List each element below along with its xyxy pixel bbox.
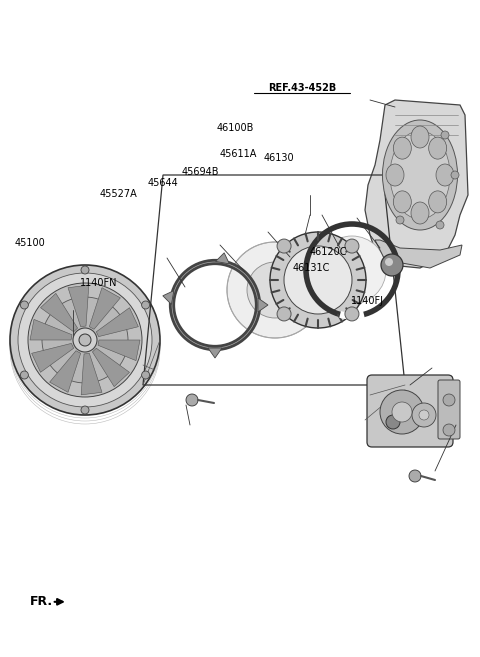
Circle shape xyxy=(419,410,429,420)
Circle shape xyxy=(380,390,424,434)
Polygon shape xyxy=(32,344,73,373)
Circle shape xyxy=(392,402,412,422)
Circle shape xyxy=(386,415,400,429)
Polygon shape xyxy=(258,298,268,312)
Circle shape xyxy=(20,301,28,309)
Circle shape xyxy=(381,254,403,276)
Ellipse shape xyxy=(383,120,457,230)
Ellipse shape xyxy=(386,164,404,186)
Circle shape xyxy=(142,301,150,309)
Circle shape xyxy=(396,216,404,224)
Polygon shape xyxy=(365,100,468,268)
Polygon shape xyxy=(49,351,81,392)
Ellipse shape xyxy=(429,191,447,213)
Text: 45694B: 45694B xyxy=(182,167,219,177)
Polygon shape xyxy=(30,319,72,340)
Polygon shape xyxy=(98,340,140,361)
Circle shape xyxy=(18,273,152,407)
Circle shape xyxy=(443,424,455,436)
Text: 45644: 45644 xyxy=(148,177,179,188)
Polygon shape xyxy=(216,253,229,264)
Circle shape xyxy=(443,394,455,406)
FancyBboxPatch shape xyxy=(438,380,460,439)
Text: 45527A: 45527A xyxy=(100,189,137,199)
Polygon shape xyxy=(375,240,462,268)
Circle shape xyxy=(284,246,352,314)
Ellipse shape xyxy=(393,137,411,159)
Text: 46131C: 46131C xyxy=(292,263,330,273)
Circle shape xyxy=(409,470,421,482)
Circle shape xyxy=(345,239,359,253)
Circle shape xyxy=(20,371,28,379)
Circle shape xyxy=(277,239,291,253)
Circle shape xyxy=(385,258,393,266)
Circle shape xyxy=(42,297,128,383)
Circle shape xyxy=(73,328,97,352)
Ellipse shape xyxy=(429,137,447,159)
Text: 46120C: 46120C xyxy=(310,246,348,257)
Polygon shape xyxy=(163,290,174,304)
Polygon shape xyxy=(68,285,89,327)
Circle shape xyxy=(441,131,449,139)
Ellipse shape xyxy=(390,131,450,219)
Polygon shape xyxy=(89,288,120,329)
Circle shape xyxy=(345,307,359,321)
Circle shape xyxy=(247,262,303,318)
Text: 45100: 45100 xyxy=(14,238,45,248)
Polygon shape xyxy=(40,294,78,332)
Circle shape xyxy=(270,232,366,328)
Ellipse shape xyxy=(411,126,429,148)
Circle shape xyxy=(412,403,436,427)
Circle shape xyxy=(10,265,160,415)
Ellipse shape xyxy=(436,164,454,186)
Polygon shape xyxy=(93,348,130,386)
Circle shape xyxy=(277,307,291,321)
FancyBboxPatch shape xyxy=(367,375,453,447)
Text: FR.: FR. xyxy=(30,595,53,608)
FancyArrowPatch shape xyxy=(55,599,63,604)
Polygon shape xyxy=(81,353,102,395)
Text: 46100B: 46100B xyxy=(216,123,254,133)
Circle shape xyxy=(81,406,89,414)
Text: 1140FJ: 1140FJ xyxy=(351,296,384,306)
Circle shape xyxy=(81,266,89,274)
Polygon shape xyxy=(208,348,222,358)
Text: 46130: 46130 xyxy=(264,152,295,163)
Circle shape xyxy=(28,283,142,397)
Circle shape xyxy=(186,394,198,406)
Ellipse shape xyxy=(393,191,411,213)
Circle shape xyxy=(142,371,150,379)
Text: REF.43-452B: REF.43-452B xyxy=(268,83,336,93)
Circle shape xyxy=(79,334,91,346)
Text: 45611A: 45611A xyxy=(220,149,257,160)
Polygon shape xyxy=(96,307,138,336)
Ellipse shape xyxy=(411,202,429,224)
Circle shape xyxy=(318,236,386,304)
Circle shape xyxy=(227,242,323,338)
Circle shape xyxy=(436,221,444,229)
Text: 1140FN: 1140FN xyxy=(80,277,117,288)
Circle shape xyxy=(451,171,459,179)
